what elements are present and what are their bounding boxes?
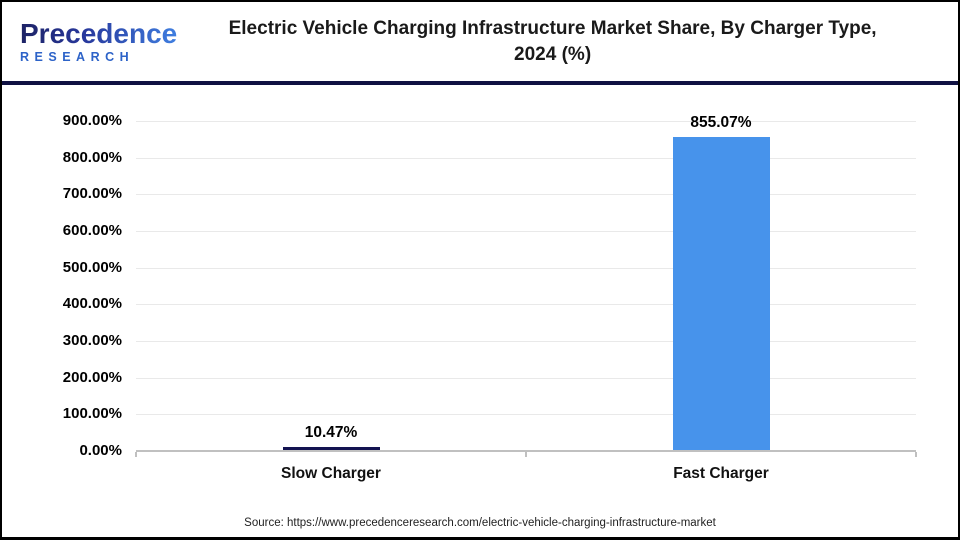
header-divider [2,81,958,85]
y-axis-tick-label: 700.00% [62,185,122,203]
x-axis-category-label: Fast Charger [673,465,769,482]
y-axis-tick-label: 600.00% [62,222,122,239]
y-axis-tick-label: 500.00% [62,258,122,276]
gridline [136,304,916,306]
gridline [136,194,916,196]
y-axis-tick-label: 400.00% [62,295,122,313]
y-axis-tick-label: 800.00% [62,148,122,166]
x-axis-tick [135,452,137,457]
chart-title-line2: 2024 (%) [514,43,592,65]
gridline [136,377,916,379]
y-axis-tick-label: 0.00% [79,442,122,459]
gridline [136,267,916,269]
bar-slow-charger [282,447,380,451]
chart-title: Electric Vehicle Charging Infrastructure… [177,16,958,68]
logo-wordmark: Precedence [20,17,178,49]
bar-value-label: 10.47% [304,424,358,441]
x-axis-tick [915,452,917,457]
bar-value-label: 855.07% [690,114,752,131]
chart-title-line1: Electric Vehicle Charging Infrastructure… [228,17,877,39]
y-axis-tick-label: 900.00% [62,112,122,129]
header: Precedence RESEARCH Electric Vehicle Cha… [2,2,958,81]
bar-fast-charger [672,137,770,451]
y-axis-tick-label: 300.00% [62,332,122,349]
gridline [136,157,916,159]
gridline [136,121,916,122]
precedence-logo: Precedence RESEARCH [2,17,178,64]
y-axis-tick-label: 200.00% [62,368,122,386]
x-axis-line [136,450,916,452]
source-text: Source: https://www.precedenceresearch.c… [244,517,716,529]
gridline [136,414,916,416]
gridline [136,231,916,232]
x-axis-category-label: Slow Charger [281,465,381,482]
logo-research-label: RESEARCH [20,49,135,64]
y-axis-tick-label: 100.00% [62,405,122,423]
x-axis-tick [525,452,527,457]
gridline [136,341,916,342]
